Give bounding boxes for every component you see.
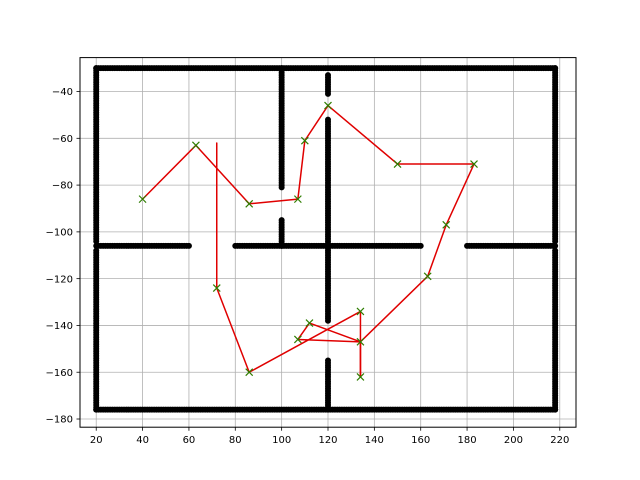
obstacle-point [278, 242, 285, 249]
x-tick-label: 180 [458, 435, 477, 446]
waypoint-marker [356, 337, 365, 346]
path-segment [426, 224, 447, 278]
path-segment [308, 322, 362, 343]
y-tick-label: −100 [46, 227, 73, 238]
x-tick-label: 60 [183, 435, 196, 446]
waypoint-marker [356, 372, 365, 381]
waypoint-marker [356, 307, 365, 316]
x-axis-ticks: 20 40 60 80 100 120 140 160 180 200 220 [90, 427, 569, 446]
x-tick-label: 40 [136, 435, 149, 446]
path-segment [141, 144, 197, 200]
y-tick-label: −120 [46, 274, 73, 285]
obstacle-series [93, 65, 559, 413]
obstacle-point [278, 184, 285, 191]
obstacle-point [185, 242, 192, 249]
path-segment [195, 144, 250, 205]
x-tick-label: 220 [550, 435, 569, 446]
y-tick-label: −60 [52, 134, 73, 145]
waypoint-marker [293, 195, 302, 204]
x-tick-label: 20 [90, 435, 103, 446]
y-tick-label: −140 [46, 321, 73, 332]
obstacle-point [552, 238, 559, 245]
waypoint-marker [245, 368, 254, 377]
obstacle-point [417, 242, 424, 249]
obstacle-point [93, 406, 100, 413]
y-tick-label: −80 [52, 181, 73, 192]
path-segment [359, 275, 429, 343]
x-tick-label: 100 [272, 435, 291, 446]
waypoint-marker [191, 141, 200, 150]
path-segment [297, 139, 306, 200]
waypoint-marker [423, 272, 432, 281]
y-tick-label: −180 [46, 415, 73, 426]
path-segment [445, 163, 475, 226]
obstacle-point [552, 242, 559, 249]
y-axis-ticks: −180 −160 −140 −120 −100 −80 −60 −40 [46, 87, 80, 426]
x-tick-label: 140 [365, 435, 384, 446]
waypoint-marker [305, 319, 314, 328]
waypoint-marker [442, 220, 451, 229]
waypoint-marker [470, 160, 478, 168]
path-segment [304, 104, 329, 142]
path-segment [248, 310, 362, 373]
y-tick-label: −40 [52, 87, 73, 98]
waypoint-marker [300, 136, 309, 145]
waypoint-series [138, 101, 478, 381]
x-tick-label: 80 [229, 435, 242, 446]
path-series [141, 104, 475, 378]
waypoint-marker [138, 195, 147, 204]
waypoint-marker [212, 284, 221, 292]
obstacle-point [325, 406, 331, 413]
waypoint-marker [324, 101, 332, 110]
path-segment [327, 104, 399, 165]
obstacle-point [325, 90, 331, 97]
path-segment [215, 287, 250, 373]
obstacle-point [552, 406, 559, 413]
x-tick-label: 200 [504, 435, 523, 446]
obstacle-point [93, 238, 100, 245]
x-tick-label: 120 [318, 435, 337, 446]
path-segment [248, 198, 299, 205]
waypoint-marker [293, 335, 302, 344]
y-tick-label: −160 [46, 368, 73, 379]
path-segment [297, 338, 362, 343]
waypoint-marker [245, 199, 254, 208]
waypoint-marker [393, 160, 402, 168]
x-tick-label: 160 [411, 435, 430, 446]
obstacle-point [325, 317, 331, 324]
